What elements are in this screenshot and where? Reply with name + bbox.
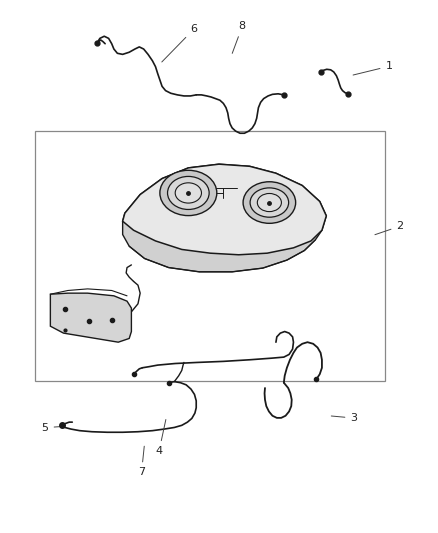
Ellipse shape (257, 193, 281, 212)
Text: 8: 8 (232, 21, 246, 53)
Ellipse shape (160, 171, 217, 215)
Text: 1: 1 (353, 61, 392, 75)
Bar (35, 131, 385, 381)
Text: 2: 2 (375, 221, 403, 235)
Ellipse shape (167, 176, 209, 209)
Ellipse shape (175, 183, 201, 203)
Text: 7: 7 (138, 446, 145, 478)
Text: 3: 3 (331, 413, 357, 423)
Text: 6: 6 (162, 24, 198, 62)
Text: 4: 4 (155, 419, 166, 456)
Text: 5: 5 (42, 423, 61, 433)
Polygon shape (50, 293, 131, 342)
Ellipse shape (243, 182, 296, 223)
Ellipse shape (250, 188, 289, 217)
Polygon shape (123, 164, 326, 272)
Polygon shape (123, 164, 326, 255)
